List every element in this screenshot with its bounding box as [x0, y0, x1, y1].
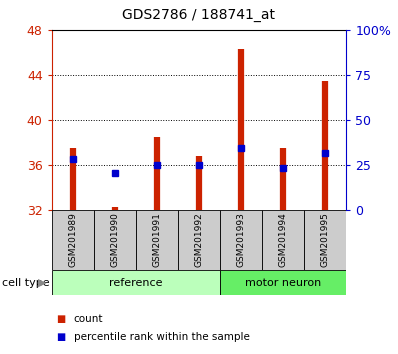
Text: GSM201992: GSM201992 — [195, 213, 203, 267]
Bar — [220, 210, 262, 270]
Text: ■: ■ — [56, 314, 65, 324]
Text: GSM201989: GSM201989 — [68, 212, 77, 267]
Text: percentile rank within the sample: percentile rank within the sample — [74, 332, 250, 342]
Bar — [94, 210, 136, 270]
Text: GSM201993: GSM201993 — [236, 212, 246, 267]
Bar — [52, 270, 220, 295]
Text: GSM201994: GSM201994 — [279, 213, 288, 267]
Text: cell type: cell type — [2, 278, 50, 287]
Bar — [304, 210, 346, 270]
Text: GSM201995: GSM201995 — [321, 212, 330, 267]
Text: GSM201991: GSM201991 — [152, 212, 162, 267]
Bar — [220, 270, 346, 295]
Text: ■: ■ — [56, 332, 65, 342]
Text: motor neuron: motor neuron — [245, 278, 321, 287]
Bar — [52, 210, 94, 270]
Bar — [178, 210, 220, 270]
Bar — [262, 210, 304, 270]
Text: GSM201990: GSM201990 — [110, 212, 119, 267]
Text: reference: reference — [109, 278, 163, 287]
Text: ▶: ▶ — [38, 278, 46, 287]
Text: GDS2786 / 188741_at: GDS2786 / 188741_at — [123, 8, 275, 22]
Bar — [136, 210, 178, 270]
Text: count: count — [74, 314, 103, 324]
